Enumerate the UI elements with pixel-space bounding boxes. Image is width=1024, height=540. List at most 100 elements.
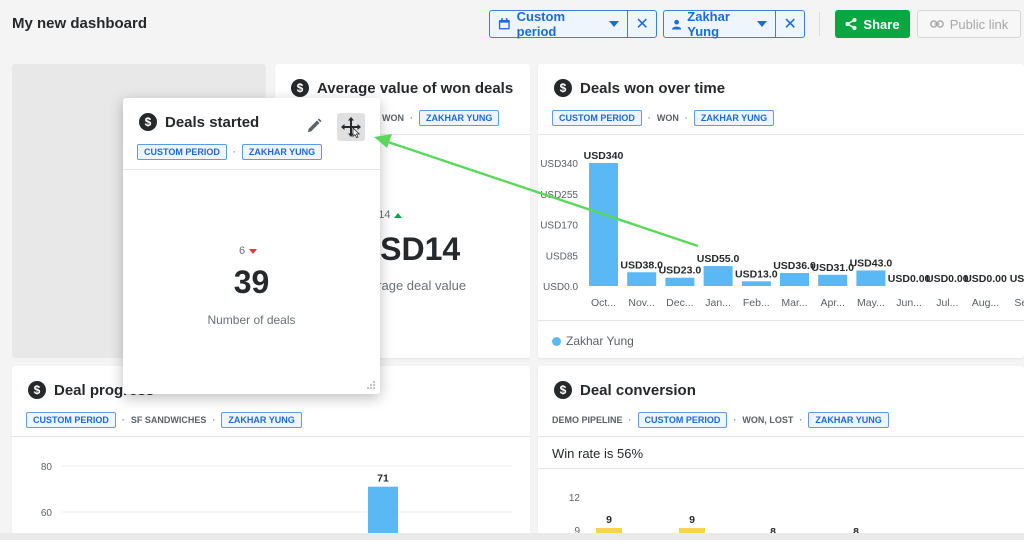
period-filter-dropdown[interactable]: Custom period — [490, 9, 629, 39]
x-tick-label: Nov... — [628, 297, 655, 309]
widget-title-text: Deals won over time — [580, 79, 726, 97]
close-icon: ✕ — [783, 16, 797, 33]
page-title: My new dashboard — [12, 15, 148, 32]
bar — [368, 486, 398, 540]
data-label: 71 — [377, 473, 389, 485]
data-label: USD0.00 — [926, 273, 969, 285]
y-tick-label: 60 — [41, 508, 53, 519]
widget-divider — [538, 320, 1024, 321]
widget-title: $ Deal conversion — [554, 381, 696, 399]
data-label: 9 — [606, 514, 612, 526]
y-tick-label: USD0.0 — [543, 282, 578, 293]
header-divider — [819, 12, 820, 36]
widget-filters: DEMO PIPELINE · CUSTOM PERIOD · WON, LOS… — [552, 412, 889, 428]
win-rate-text: Win rate is 56% — [552, 446, 644, 461]
widget-deal-progress[interactable]: $ Deal progress CUSTOM PERIOD · SF SANDW… — [12, 366, 530, 540]
data-label: USD340 — [584, 150, 624, 162]
widget-deal-conversion[interactable]: $ Deal conversion DEMO PIPELINE · CUSTOM… — [538, 366, 1024, 540]
filter-tag: CUSTOM PERIOD — [637, 412, 728, 428]
period-filter[interactable]: Custom period ✕ — [489, 9, 657, 39]
filter-tag: ZAKHAR YUNG — [221, 412, 302, 428]
widget-title-text: Deal conversion — [580, 381, 696, 399]
data-label: USD36.0 — [773, 260, 816, 272]
clear-period-filter-button[interactable]: ✕ — [628, 11, 656, 37]
bar — [741, 281, 771, 286]
pencil-icon[interactable] — [305, 117, 323, 135]
data-label: 9 — [689, 514, 695, 526]
dollar-icon: $ — [291, 79, 309, 97]
widget-divider — [538, 468, 1024, 469]
share-button[interactable]: Share — [835, 10, 910, 38]
filter-tag: ZAKHAR YUNG — [808, 412, 889, 428]
user-filter-dropdown[interactable]: Zakhar Yung — [664, 9, 777, 39]
filter-tag: ZAKHAR YUNG — [693, 110, 775, 126]
widget-filters: CUSTOM PERIOD · WON · ZAKHAR YUNG — [552, 110, 775, 126]
dollar-icon: $ — [139, 113, 157, 131]
drag-handle-button[interactable] — [337, 113, 365, 141]
data-label: USD13.0 — [735, 268, 778, 280]
metric-label: Average deal value — [355, 278, 467, 293]
tag-separator: · — [647, 113, 651, 123]
y-tick-label: USD170 — [540, 221, 578, 232]
bar — [703, 266, 733, 286]
resize-handle-icon[interactable] — [366, 380, 376, 390]
data-label: USD23.0 — [659, 265, 702, 277]
drag-arrow-head — [374, 134, 392, 148]
tag-separator: · — [733, 415, 737, 425]
bar — [589, 163, 618, 286]
y-tick-label: USD255 — [540, 190, 578, 201]
widget-filters: CUSTOM PERIOD · SF SANDWICHES · ZAKHAR Y… — [26, 412, 302, 428]
widget-title: $ Deals started — [139, 113, 259, 131]
widget-filters: CUSTOM PERIOD · ZAKHAR YUNG — [137, 144, 323, 160]
data-label: USD31.0 — [811, 262, 854, 274]
x-tick-label: Oct... — [591, 297, 616, 309]
page-footer-edge — [0, 533, 1024, 540]
close-icon: ✕ — [635, 16, 649, 33]
widget-title-text: Deals started — [165, 113, 260, 131]
data-label: USD43.0 — [850, 257, 893, 269]
widget-divider — [538, 134, 1024, 135]
tag-separator: · — [799, 415, 803, 425]
share-button-label: Share — [863, 16, 900, 32]
widget-title: $ Deals won over time — [554, 79, 725, 97]
bar — [780, 272, 809, 286]
bar — [665, 277, 695, 286]
tag-separator: · — [684, 113, 688, 123]
drag-arrow-line — [387, 140, 699, 248]
metric-label: Number of deals — [207, 313, 296, 327]
trend-up-icon — [394, 212, 403, 218]
metric-value: 39 — [233, 264, 270, 300]
period-filter-label: Custom period — [516, 9, 566, 39]
trend-down-icon — [249, 248, 258, 254]
filter-tag: CUSTOM PERIOD — [26, 412, 116, 428]
user-filter-label: Zakhar Yung — [687, 9, 730, 39]
legend-swatch — [552, 336, 561, 346]
x-tick-label: Jul... — [936, 297, 958, 309]
y-tick-label: 80 — [41, 462, 53, 473]
widget-deals-won-over-time[interactable]: $ Deals won over time CUSTOM PERIOD · WO… — [538, 64, 1024, 358]
filter-tag: WON — [382, 113, 404, 123]
data-label: USD38.0 — [620, 259, 663, 271]
x-tick-label: Jan... — [705, 297, 731, 309]
filter-tag: WON, LOST — [742, 415, 794, 425]
widget-divider — [12, 436, 530, 437]
x-tick-label: Feb... — [743, 297, 770, 309]
tag-separator: · — [212, 415, 216, 425]
widget-divider — [275, 134, 530, 135]
calendar-icon — [498, 18, 510, 30]
public-link-button[interactable]: Public link — [917, 10, 1021, 38]
x-tick-label: Mar... — [781, 297, 807, 309]
bar — [856, 270, 886, 286]
bar — [818, 274, 848, 286]
tag-separator: · — [410, 113, 413, 123]
widget-deals-started-dragging[interactable]: $ Deals started CUSTOM PERIOD · ZAKHAR Y… — [123, 98, 380, 394]
x-tick-label: Sep — [1014, 297, 1024, 309]
top-bar: My new dashboard Custom period ✕ Zakhar … — [0, 0, 1024, 48]
legend-label: Zakhar Yung — [566, 334, 634, 348]
widget-title: $ Average value of won deals — [291, 79, 513, 97]
y-tick-label: USD340 — [540, 159, 578, 170]
clear-user-filter-button[interactable]: ✕ — [776, 11, 804, 37]
move-icon — [341, 117, 361, 138]
user-filter[interactable]: Zakhar Yung ✕ — [663, 9, 805, 39]
